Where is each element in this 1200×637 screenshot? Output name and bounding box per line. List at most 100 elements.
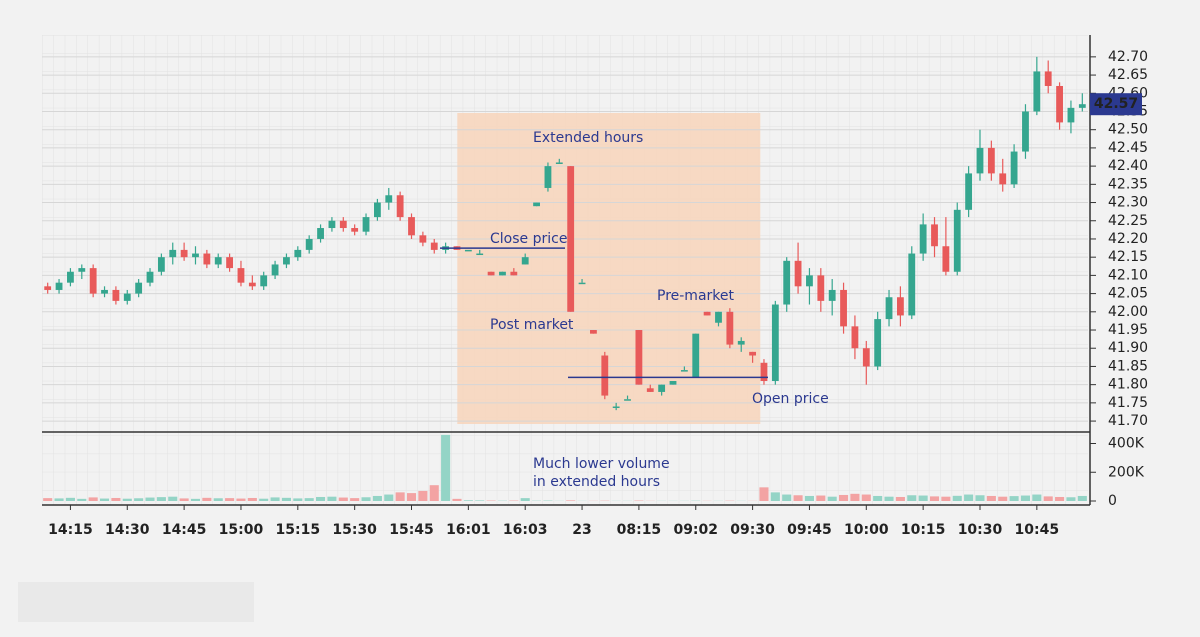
y-tick-label: 42.25 [1108, 213, 1148, 229]
candle-body [590, 330, 597, 334]
volume-bar [168, 496, 178, 501]
candle-body [294, 249, 302, 258]
y-tick-label: 41.95 [1108, 322, 1148, 338]
candle-body [1010, 151, 1018, 185]
x-tick-label: 15:30 [332, 522, 377, 538]
candle-body [1067, 107, 1075, 123]
candle-body [112, 289, 120, 301]
volume-bar [384, 494, 394, 501]
decor [18, 582, 254, 622]
candle-body [339, 220, 347, 229]
y-tick-label: 42.30 [1108, 195, 1148, 211]
candle-body [237, 268, 245, 283]
volume-bar [850, 493, 860, 501]
volume-bar [88, 497, 98, 501]
last-price-tag [1090, 93, 1142, 116]
volume-bar [213, 498, 223, 501]
volume-bar [873, 495, 883, 501]
volume-bar [463, 500, 473, 501]
volume-bar [99, 498, 110, 501]
candle-body [271, 264, 279, 276]
volume-bar [986, 495, 996, 501]
volume-bar [1032, 494, 1042, 501]
volume-bar [918, 495, 928, 501]
candle-body [601, 355, 609, 396]
volume-bar [179, 498, 189, 501]
y-tick-label: 42.10 [1108, 267, 1148, 283]
volume-bar [54, 498, 64, 501]
candle-body [635, 330, 643, 385]
candle-body [430, 242, 438, 250]
candle-body [749, 351, 757, 356]
candle-body [408, 217, 415, 236]
volume-tick-label: 0 [1108, 493, 1117, 509]
y-tick-label: 42.70 [1108, 49, 1148, 65]
volume-bar [782, 494, 792, 501]
candle-body [737, 340, 745, 345]
volume-bar [395, 492, 405, 501]
candle-body [851, 326, 859, 349]
volume-bar [316, 496, 326, 501]
candle-body [419, 235, 427, 243]
volume-bar [65, 497, 75, 501]
candle-body [521, 257, 529, 265]
volume-bar [941, 496, 951, 501]
candle-body [78, 268, 86, 272]
y-tick-label: 41.80 [1108, 377, 1148, 393]
candle-body [703, 311, 711, 316]
volume-bar [816, 495, 826, 501]
x-tick-label: 14:30 [105, 522, 150, 538]
volume-bar [441, 434, 451, 501]
reference-label: Close price [490, 231, 567, 247]
candle-body [192, 253, 199, 258]
volume-bar [884, 496, 894, 501]
x-tick-label: 10:30 [958, 522, 1003, 538]
volume-bar [429, 485, 439, 501]
y-tick-label: 42.45 [1108, 140, 1148, 156]
volume-bar [804, 495, 814, 501]
candle-body [476, 253, 484, 256]
candle-body [101, 289, 108, 294]
volume-bar [236, 498, 246, 501]
x-tick-label: 10:15 [901, 522, 946, 538]
volume-bar [566, 500, 576, 501]
volume-bar [293, 498, 303, 501]
candle-body [794, 260, 802, 287]
candle-body [612, 406, 620, 409]
candle-body [146, 271, 154, 283]
volume-bar [111, 497, 121, 501]
y-tick-label: 42.35 [1108, 176, 1148, 192]
x-tick-label: 14:15 [48, 522, 93, 538]
volume-bar [861, 494, 871, 501]
y-tick-label: 42.05 [1108, 286, 1148, 302]
candle-body [919, 224, 927, 254]
volume-bar [338, 497, 348, 501]
x-tick-label: 08:15 [617, 522, 662, 538]
candle-body [658, 384, 666, 392]
candle-body [646, 388, 654, 392]
y-tick-label: 42.40 [1108, 158, 1148, 174]
volume-bar [1077, 495, 1087, 501]
candle-body [987, 147, 995, 174]
volume-bar [475, 500, 485, 501]
candle-body [680, 370, 688, 372]
candle-body [896, 297, 904, 316]
x-tick-label: 09:30 [730, 522, 775, 538]
candle-body [624, 399, 631, 401]
volume-bar [952, 495, 962, 501]
candle-body [135, 282, 143, 294]
volume-bar [1020, 495, 1031, 501]
candle-body [351, 228, 359, 232]
volume-bar [247, 497, 257, 501]
annotation: Post market [490, 317, 574, 333]
candle-body [783, 260, 791, 305]
annotation: Extended hours [533, 130, 643, 146]
volume-bar [964, 494, 974, 501]
candle-body [578, 282, 586, 285]
candle-body [567, 166, 575, 312]
candle-body [874, 319, 882, 367]
volume-bar [759, 487, 769, 501]
x-tick-label: 16:01 [446, 522, 491, 538]
